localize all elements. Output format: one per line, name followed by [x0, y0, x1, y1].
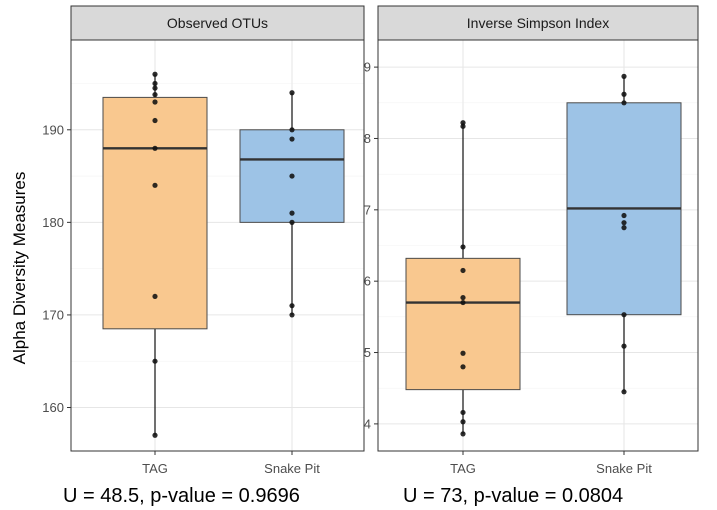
panel-1-y-tick-label: 170	[42, 307, 64, 322]
panel-2-tag-data-point	[460, 120, 466, 126]
panel-2-tag-data-point	[460, 350, 466, 356]
panel-2-snake-pit-data-point	[621, 73, 627, 79]
panel-1-tag-data-point	[152, 358, 158, 364]
panel-2-strip	[377, 5, 699, 41]
panel-2-tag-box	[405, 257, 521, 391]
panel-1-tag-box	[102, 96, 208, 330]
panel-1-snake-pit-data-point	[289, 127, 295, 133]
panel-1-title: Observed OTUs	[167, 15, 268, 31]
panel-2-title: Inverse Simpson Index	[467, 15, 609, 31]
panel-1-tag-data-point	[152, 99, 158, 105]
panel-2-snake-pit-data-point	[621, 225, 627, 231]
panel-1-tag-data-point	[152, 432, 158, 438]
panel-2-tag-data-point	[460, 364, 466, 370]
panel-2-y-tick-label: 9	[364, 60, 371, 75]
panel-1-y-tick-label: 190	[42, 122, 64, 137]
panel-2-tag-data-point	[460, 244, 466, 250]
panel-1-snake-pit-data-point	[289, 210, 295, 216]
panel-1-snake-pit-data-point	[289, 90, 295, 96]
panel-1-snake-pit-data-point	[289, 303, 295, 309]
panel-1-tag-data-point	[152, 92, 158, 98]
panel-2-snake-pit-data-point	[621, 389, 627, 395]
panel-1-snake-pit-data-point	[289, 136, 295, 142]
panel-1-tag-data-point	[152, 80, 158, 87]
panel-1-stat-annotation: U = 48.5, p-value = 0.9696	[63, 485, 300, 507]
panel-1-strip	[70, 5, 365, 41]
panel-2-snake-pit-data-point	[621, 100, 627, 106]
panel-1-x-tick-label: TAG	[142, 461, 168, 476]
panel-2-y-tick-label: 8	[364, 131, 371, 146]
panel-2-tag-data-point	[460, 299, 466, 306]
panel-1-tag-data-point	[152, 182, 158, 188]
panel-2-tag-data-point	[460, 431, 466, 437]
panel-2-tag-data-point	[460, 419, 466, 425]
panel-1-tag-data-point	[152, 71, 158, 77]
panel-1-tag-data-point	[152, 293, 158, 300]
panel-1-tag-data-point	[152, 145, 158, 151]
panel-2-y-tick-label: 7	[364, 202, 371, 217]
panel-2-tag-data-point	[460, 409, 466, 416]
panel-2-x-tick-label: Snake Pit	[596, 461, 652, 476]
panel-2-snake-pit-data-point	[621, 91, 627, 97]
panel-2-snake-pit-data-point	[621, 343, 627, 349]
panel-1-snake-pit-data-point	[289, 173, 295, 179]
panel-2-y-tick-label: 5	[364, 345, 371, 360]
panel-1-snake-pit-data-point	[289, 312, 295, 318]
panel-2-x-tick-label: TAG	[450, 461, 476, 476]
panel-1-x-tick-label: Snake Pit	[264, 461, 320, 476]
panel-1-y-tick-label: 180	[42, 215, 64, 230]
panel-2-tag-data-point	[460, 294, 466, 301]
panel-2-stat-annotation: U = 73, p-value = 0.0804	[403, 485, 623, 507]
panel-2-y-tick-label: 4	[364, 416, 371, 431]
panel-2-tag-data-point	[460, 123, 466, 129]
panel-2-tag-data-point	[460, 267, 466, 274]
panel-1-y-tick-label: 160	[42, 400, 64, 415]
panel-2-snake-pit-data-point	[621, 312, 627, 318]
panel-1-tag-data-point	[152, 85, 158, 91]
y-axis-label: Alpha Diversity Measures	[10, 172, 29, 365]
panel-1-snake-pit-data-point	[289, 219, 295, 225]
panel-1-tag-data-point	[152, 117, 158, 124]
panel-2-y-tick-label: 6	[364, 274, 371, 289]
panel-2-snake-pit-data-point	[621, 212, 627, 219]
panel-2-snake-pit-data-point	[621, 220, 627, 226]
